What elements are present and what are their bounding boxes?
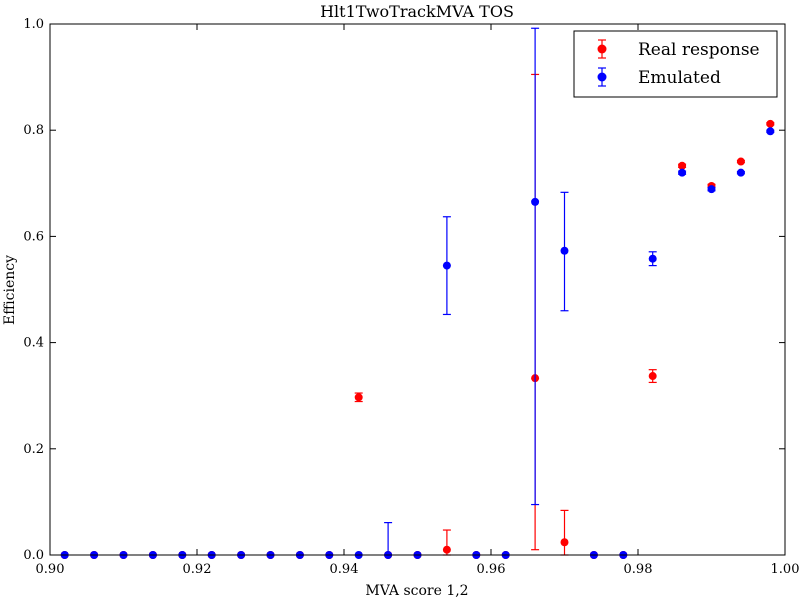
data-point — [442, 545, 451, 554]
data-point — [648, 254, 657, 263]
y-tick-label: 0.6 — [23, 229, 44, 244]
legend-label-emulated: Emulated — [638, 68, 721, 88]
legend-label-real-response: Real response — [638, 40, 760, 60]
data-point — [442, 261, 451, 270]
x-tick-label: 0.90 — [36, 562, 65, 577]
y-tick-label: 0.4 — [23, 336, 44, 351]
data-point — [766, 119, 775, 128]
plot-frame — [49, 23, 786, 556]
y-tick-label: 1.0 — [23, 17, 44, 32]
data-marks — [60, 27, 775, 559]
legend-marker-emulated — [597, 67, 607, 87]
data-point — [736, 157, 745, 166]
legend: Real response Emulated — [573, 30, 778, 98]
data-point — [531, 197, 540, 206]
x-axis-label: MVA score 1,2 — [365, 583, 468, 599]
data-point — [560, 246, 569, 255]
x-tick-label: 0.94 — [330, 562, 359, 577]
x-tick-label: 0.98 — [624, 562, 653, 577]
x-tick-label: 0.92 — [183, 562, 212, 577]
data-point — [707, 185, 716, 194]
y-tick-label: 0.8 — [23, 123, 44, 138]
chart-title: Hlt1TwoTrackMVA TOS — [320, 2, 514, 21]
data-point — [560, 538, 569, 547]
y-tick-label: 0.2 — [23, 442, 44, 457]
legend-box — [573, 30, 778, 98]
data-point — [648, 372, 657, 381]
data-point — [766, 127, 775, 136]
y-axis-label: Efficiency — [2, 255, 18, 325]
data-point — [678, 168, 687, 177]
x-tick-label: 1.00 — [771, 562, 800, 577]
axis-ticks: 0.90 0.92 0.94 0.96 0.98 1.00 0.0 0.2 0.4 0.6 0.8 1… — [23, 17, 799, 577]
data-point — [736, 168, 745, 177]
data-point — [354, 393, 363, 402]
legend-point — [597, 72, 607, 82]
y-tick-label: 0.0 — [23, 548, 44, 563]
legend-point — [597, 44, 607, 54]
x-tick-label: 0.96 — [477, 562, 506, 577]
legend-marker-real-response — [597, 39, 607, 59]
data-point — [678, 161, 687, 170]
